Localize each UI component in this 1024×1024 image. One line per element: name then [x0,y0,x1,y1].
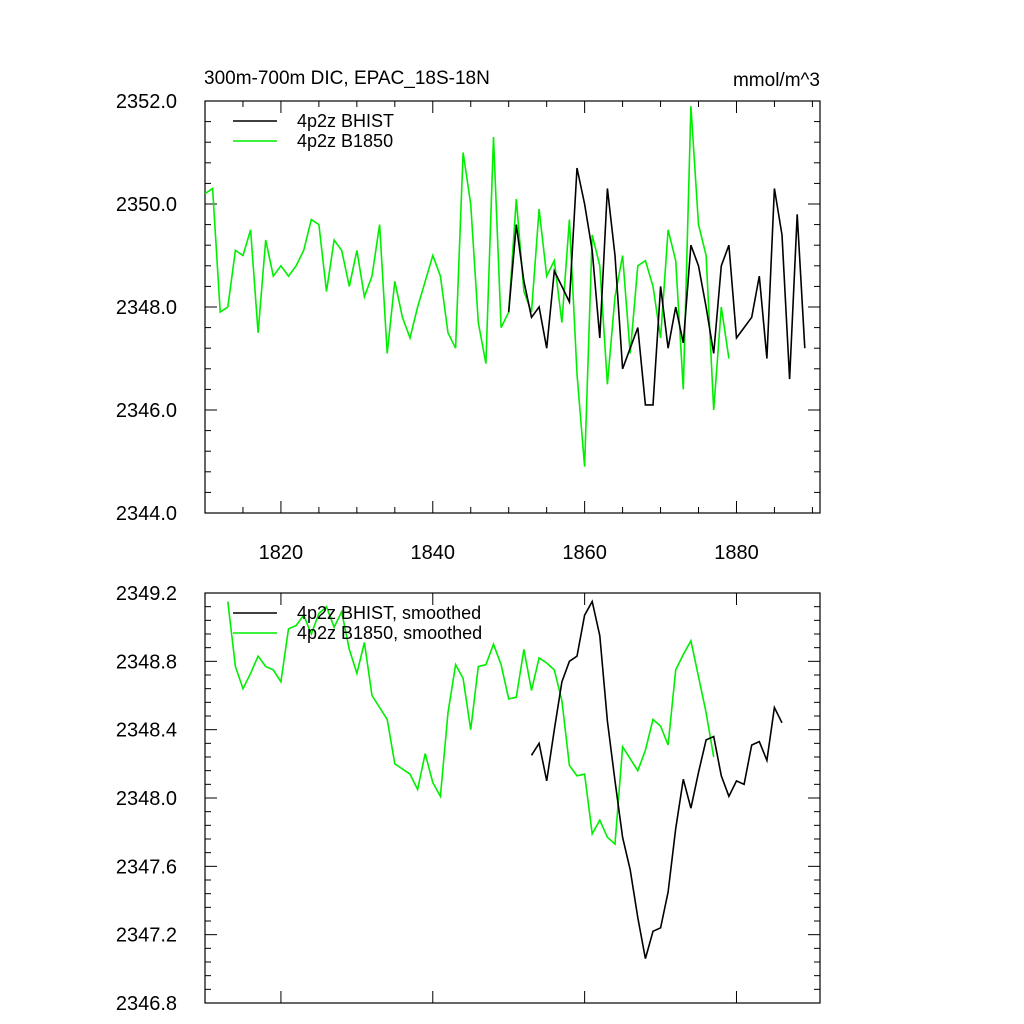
y-tick-label: 2346.8 [116,993,177,1015]
plot-frame [204,100,821,514]
series-line-b1850 [204,106,730,467]
bottom-panel: 2346.8 2347.2 2347.6 2348.0 2348.4 2348.8 2349… [116,583,821,1015]
y-tick-label: 2352.0 [116,91,177,113]
series-line-b1850 [227,601,715,846]
x-tick-label: 1820 [259,542,304,564]
top-panel: 2344.0 2346.0 2348.0 2350.0 2352.0 1820 1840 18… [116,91,821,564]
y-tick-label: 2344.0 [116,503,177,525]
legend-label: 4p2z BHIST, smoothed [297,603,481,623]
series-line-bhist [530,599,783,959]
y-tick-label: 2347.2 [116,925,177,947]
y-tick-label: 2348.0 [116,297,177,319]
legend-label: 4p2z BHIST [297,111,394,131]
legend-label: 4p2z B1850 [297,131,393,151]
y-tick-label: 2350.0 [116,194,177,216]
chart-title: 300m-700m DIC, EPAC_18S-18N [204,68,490,89]
y-tick-label: 2349.2 [116,583,177,605]
x-tick-label: 1840 [411,542,456,564]
units-label: mmol/m^3 [733,70,820,91]
series-line-bhist [507,167,806,406]
y-tick-label: 2348.0 [116,788,177,810]
y-tick-label: 2346.0 [116,400,177,422]
x-tick-label: 1880 [714,542,759,564]
y-tick-label: 2348.8 [116,651,177,673]
x-tick-label: 1860 [562,542,607,564]
legend-label: 4p2z B1850, smoothed [297,623,482,643]
plot-frame [204,592,821,1004]
y-tick-label: 2347.6 [116,856,177,878]
y-tick-label: 2348.4 [116,720,177,742]
